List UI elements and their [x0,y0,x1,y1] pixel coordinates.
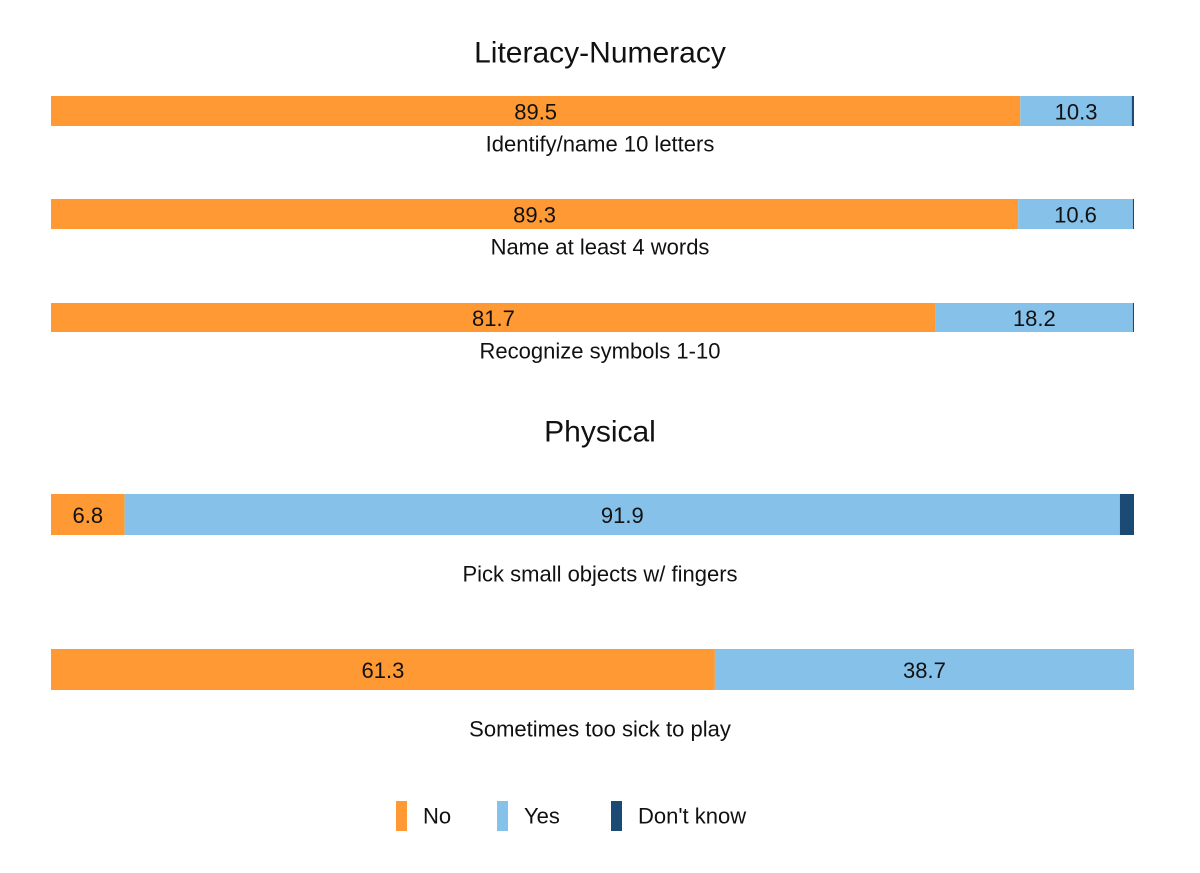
data-label: 61.3 [362,658,405,683]
category-label: Recognize symbols 1-10 [480,339,721,364]
legend-label: Yes [524,804,560,829]
bar-segment-don-t-know [1119,494,1134,535]
data-label: 81.7 [472,306,515,331]
bar-segment-no [51,199,1019,229]
bar-segment-don-t-know [1132,303,1134,332]
bar-segment-yes [1018,199,1133,229]
data-label: 18.2 [1013,306,1056,331]
legend-label: No [423,804,451,829]
bar-segment-no [51,649,715,690]
bar-segment-don-t-know [1132,199,1134,229]
bar-segment-don-t-know [1131,96,1134,126]
data-label: 91.9 [601,503,644,528]
category-label: Sometimes too sick to play [469,717,731,742]
section-title: Literacy-Numeracy [474,37,726,70]
category-label: Identify/name 10 letters [486,132,715,157]
legend-swatch-no [396,801,407,831]
legend-swatch-don-t-know [611,801,622,831]
bar-segment-yes [714,649,1134,690]
legend-swatch-yes [497,801,508,831]
legend-label: Don't know [638,804,746,829]
data-label: 89.5 [514,100,557,125]
bar-segment-no [51,494,125,535]
section-title: Physical [544,416,656,449]
data-label: 10.3 [1055,100,1098,125]
bar-segment-yes [1020,96,1132,126]
bar-segment-no [51,303,936,332]
category-label: Pick small objects w/ fingers [462,562,737,587]
data-label: 10.6 [1054,203,1097,228]
data-label: 38.7 [903,658,946,683]
category-label: Name at least 4 words [491,235,710,260]
bar-segment-no [51,96,1021,126]
data-label: 6.8 [73,503,104,528]
bar-segment-yes [935,303,1133,332]
bar-segment-yes [124,494,1120,535]
data-label: 89.3 [513,203,556,228]
